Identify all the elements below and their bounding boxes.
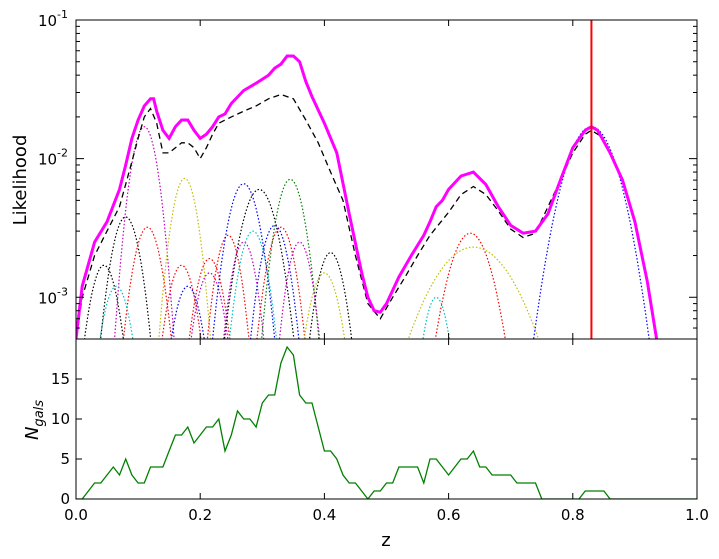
redshift-x-axis-label: z (381, 530, 390, 551)
x-tick-label-1: 0.2 (188, 506, 212, 524)
likelihood-y-tick-label-2: 10-1 (38, 8, 68, 30)
likelihood-y-tick-label-0: 10-3 (38, 285, 68, 307)
galaxy-count-y-tick-label-0: 0 (60, 490, 70, 508)
galaxy-count-series (76, 345, 697, 499)
likelihood-panel: 10-3 10-2 10-1 Likelihood (10, 8, 698, 340)
total-likelihood-curve (76, 54, 659, 339)
total-likelihood-dashed-curve (76, 93, 605, 339)
component-curve-0 (113, 126, 175, 339)
likelihood-y-axis-label: Likelihood (10, 135, 31, 226)
component-curve-10 (206, 234, 250, 339)
component-curve-7 (170, 285, 205, 339)
galaxy-count-y-tick-label-1: 5 (60, 450, 70, 468)
component-curve-4 (99, 285, 134, 339)
component-curve-6 (161, 264, 202, 339)
component-curve-15 (249, 224, 300, 339)
component-curve-21 (434, 232, 506, 339)
component-curve-5 (158, 177, 212, 339)
likelihood-y-tick-labels: 10-3 10-2 10-1 (38, 8, 68, 307)
component-curve-23 (422, 296, 450, 339)
galaxy-count-y-axis-label: Ngals (22, 400, 47, 440)
galaxy-count-plot-frame (75, 338, 698, 500)
component-curve-11 (212, 183, 276, 339)
component-curve-20 (303, 272, 346, 339)
component-curve-16 (260, 178, 320, 339)
component-curve-22 (407, 246, 540, 339)
x-tick-label-3: 0.6 (437, 506, 461, 524)
component-curve-3 (122, 226, 173, 339)
likelihood-y-tick-label-1: 10-2 (38, 147, 68, 169)
galaxy-count-panel: 0 5 10 15 0.0 0.2 0.4 0.6 0.8 1.0 Ngals z (22, 338, 709, 551)
component-curve-12 (223, 188, 295, 339)
galaxy-count-y-tick-label-2: 10 (51, 410, 70, 428)
x-tick-label-4: 0.8 (561, 506, 585, 524)
redshift-x-tick-labels: 0.0 0.2 0.4 0.6 0.8 1.0 (64, 506, 709, 524)
likelihood-plot-frame (75, 19, 698, 340)
component-curves (83, 126, 650, 339)
x-tick-label-2: 0.4 (312, 506, 336, 524)
component-curve-14 (228, 230, 278, 339)
component-curve-17 (256, 226, 306, 339)
component-curve-8 (188, 257, 231, 339)
x-tick-label-0: 0.0 (64, 506, 88, 524)
likelihood-ticks (75, 19, 698, 340)
galaxy-count-line (76, 345, 697, 499)
likelihood-series (76, 54, 659, 339)
component-curve-2 (83, 264, 124, 339)
galaxy-count-ticks (75, 339, 698, 500)
galaxy-count-y-tick-labels: 0 5 10 15 (51, 370, 70, 508)
x-tick-label-5: 1.0 (685, 506, 709, 524)
galaxy-count-y-tick-label-3: 15 (51, 370, 70, 388)
